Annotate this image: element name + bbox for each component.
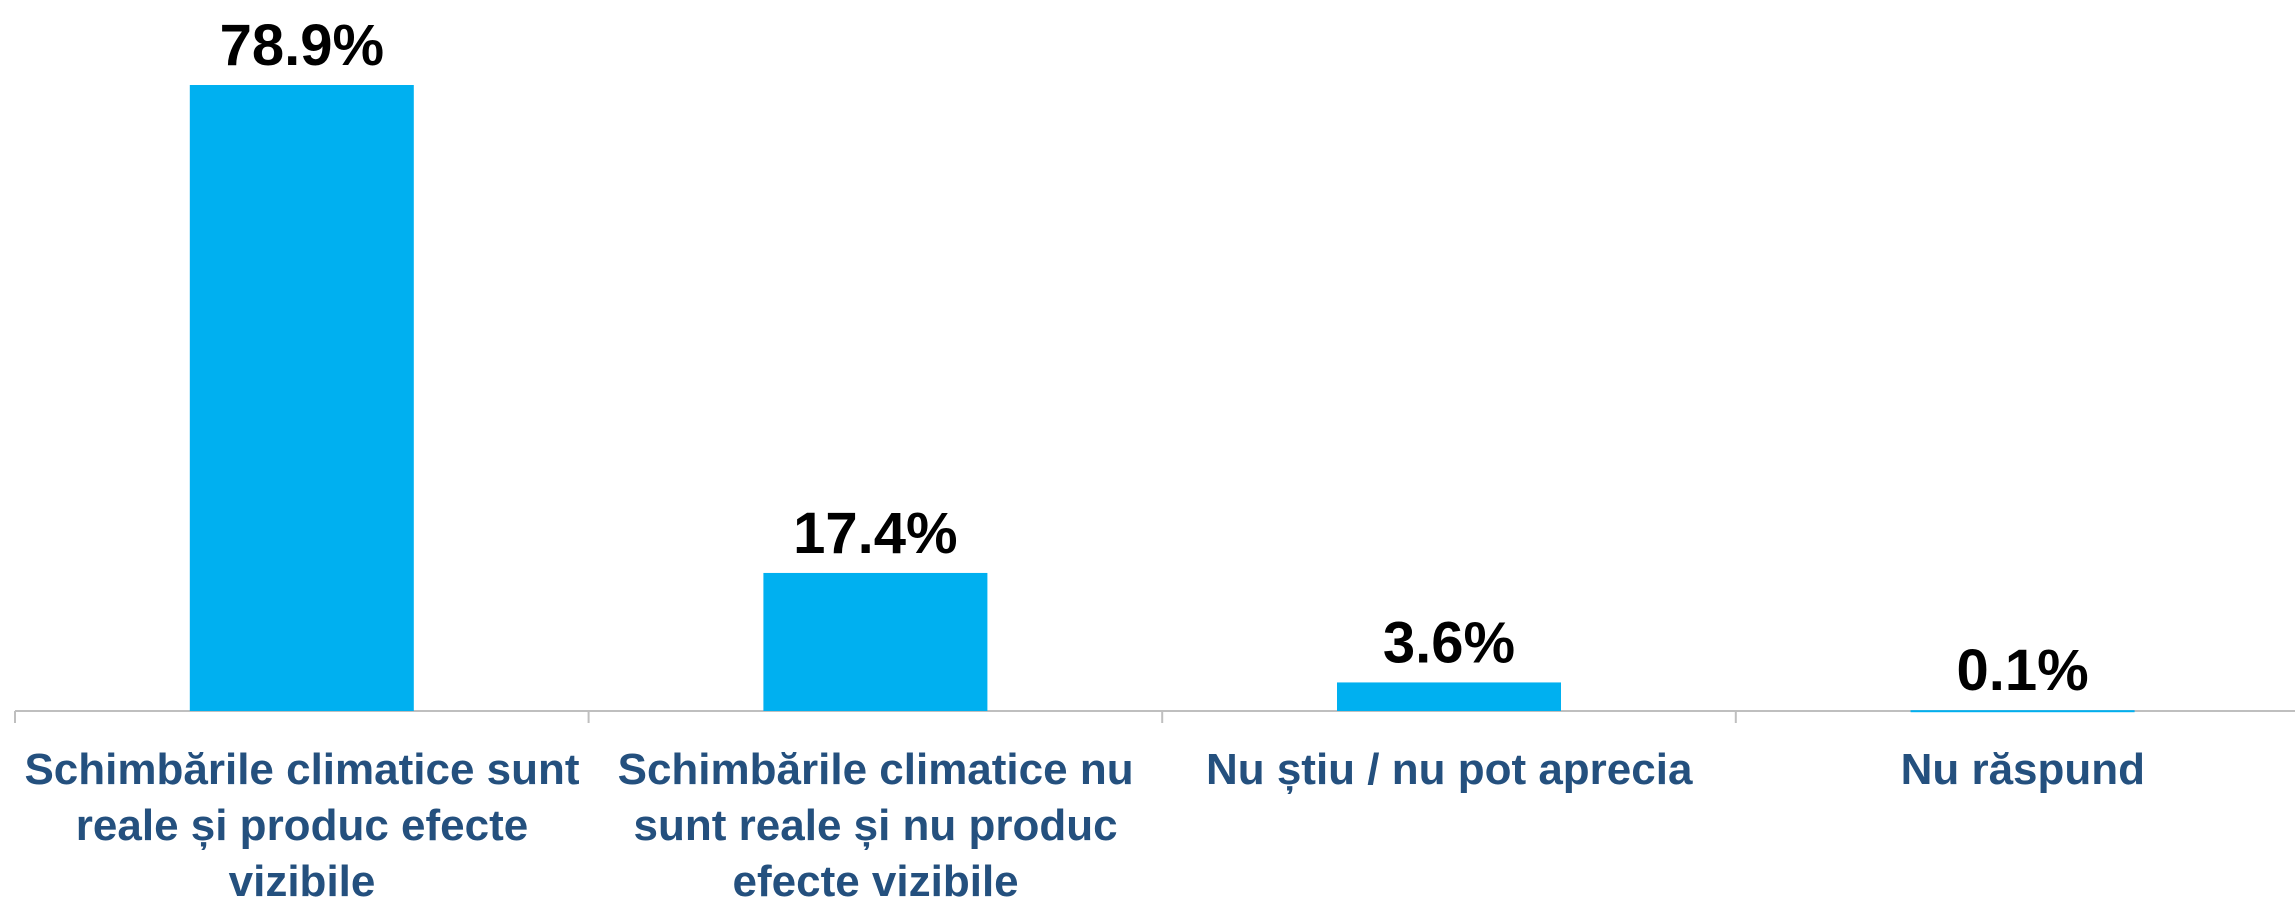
value-label: 0.1%	[1956, 638, 2088, 703]
bar	[189, 85, 414, 711]
bar	[763, 572, 988, 711]
value-label: 3.6%	[1383, 610, 1515, 675]
x-tick-label: Schimbările climatice nu sunt reale și n…	[617, 745, 1134, 898]
x-tick-label: Nu știu / nu pot aprecia	[1205, 745, 1693, 794]
value-label: 17.4%	[793, 501, 957, 566]
bar	[1910, 710, 2135, 713]
x-tick-label: Nu răspund	[1900, 745, 2146, 794]
x-tick-label: Schimbările climatice sunt reale și prod…	[24, 745, 580, 898]
bar	[1337, 682, 1561, 711]
value-label: 78.9%	[220, 13, 384, 78]
